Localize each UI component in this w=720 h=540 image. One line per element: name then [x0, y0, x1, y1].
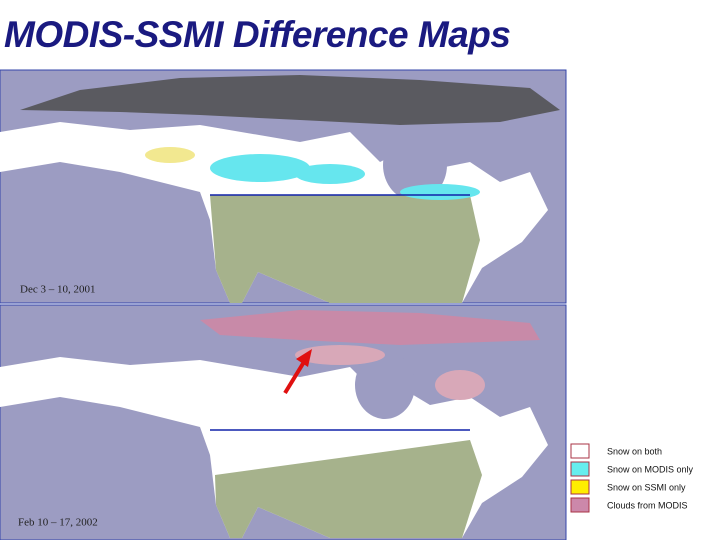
map-label: Dec 3 – 10, 2001 [20, 284, 95, 296]
legend-label: Snow on both [607, 446, 662, 456]
legend: Snow on both Snow on MODIS only Snow on SS… [570, 443, 694, 513]
legend-swatch [570, 479, 590, 495]
map-top: Dec 3 – 10, 2001 [0, 69, 567, 304]
map-bottom: Feb 10 – 17, 2002 [0, 304, 567, 540]
slide-title: MODIS-SSMI Difference Maps [4, 14, 511, 55]
legend-label: Snow on SSMI only [607, 482, 686, 492]
legend-swatch [570, 443, 590, 459]
legend-label: Clouds from MODIS [607, 500, 688, 510]
legend-swatch [570, 461, 590, 477]
legend-label: Snow on MODIS only [607, 464, 694, 474]
legend-swatch [570, 497, 590, 513]
map-label: Feb 10 – 17, 2002 [18, 517, 98, 529]
